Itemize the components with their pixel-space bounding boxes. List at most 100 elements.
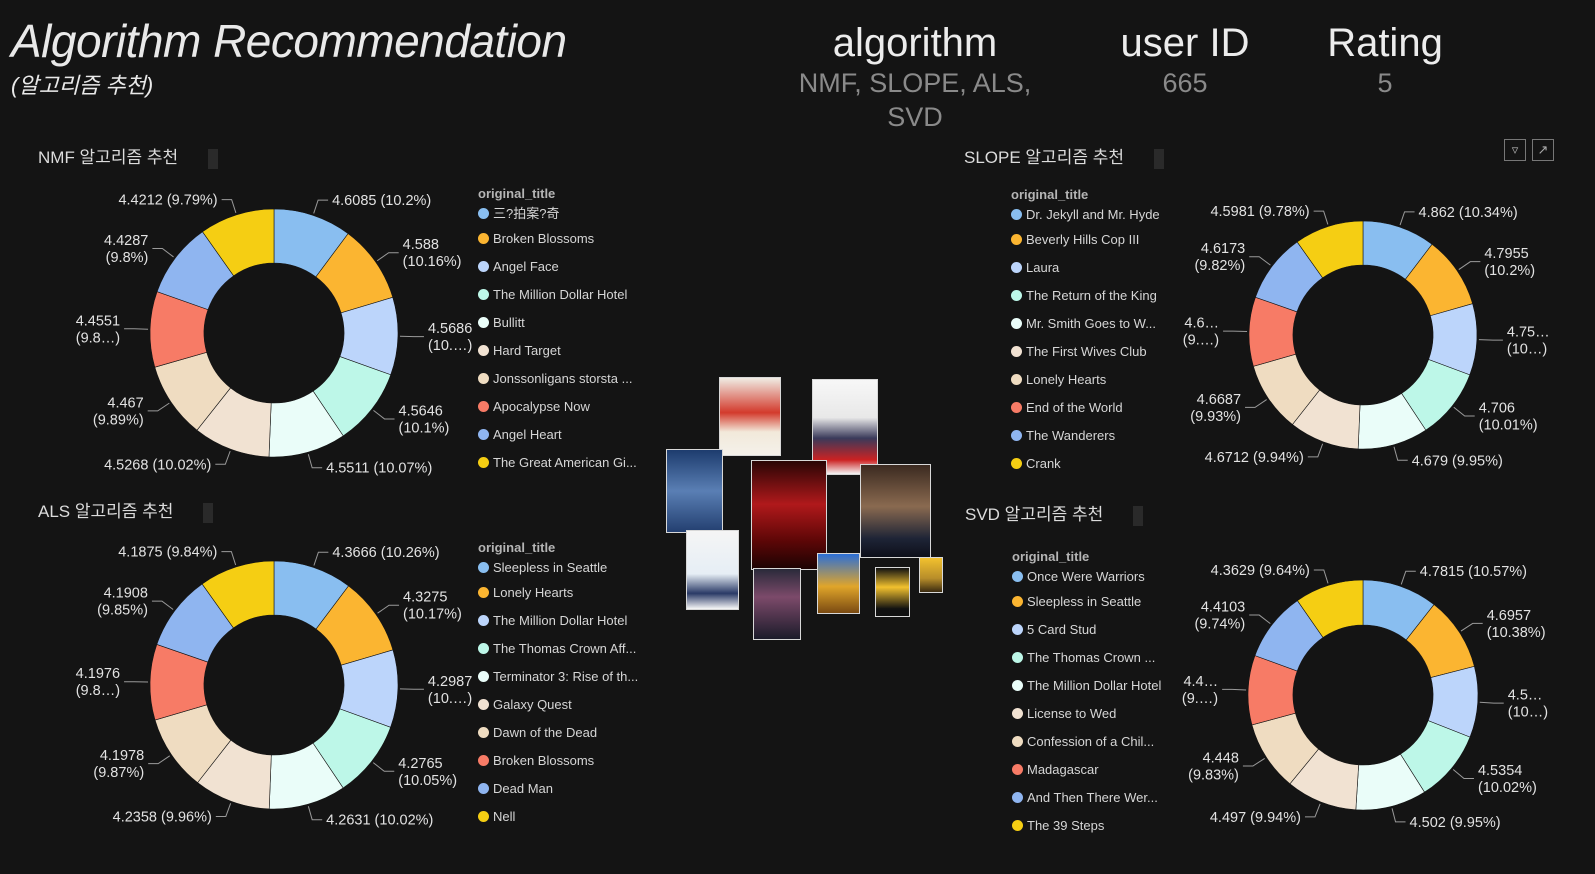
legend-item[interactable]: Sleepless in Seattle [478,557,658,579]
donut-slice[interactable] [201,560,275,629]
data-label: (9.93%) [1190,409,1241,425]
data-label: 4.6957 [1487,608,1531,624]
kpi-rating-value: 5 [1377,68,1393,98]
legend-marker [478,755,489,766]
legend-item[interactable]: And Then There Wer... [1012,784,1192,812]
data-label: 4.1875 (9.84%) [118,545,217,561]
data-label: 4.5981 (9.78%) [1210,204,1309,220]
focus-mode-icon[interactable]: ↗ [1532,139,1554,161]
donut-slice[interactable] [202,208,275,277]
legend-item[interactable]: 5 Card Stud [1012,616,1192,644]
legend-item[interactable]: Broken Blossoms [478,747,658,775]
data-label: 4.5511 (10.07%) [326,461,432,477]
legend-item[interactable]: Dr. Jekyll and Mr. Hyde [1011,204,1191,226]
legend-item[interactable]: Once Were Warriors [1012,566,1192,588]
legend-item[interactable]: Nell [478,803,658,831]
data-label: 4.7955 [1484,246,1528,262]
leader-line [313,199,329,214]
legend-item[interactable]: The First Wives Club [1011,338,1191,366]
movie-poster[interactable] [719,377,781,456]
donut-slice[interactable] [1296,220,1364,279]
legend-marker [1011,209,1022,220]
legend-item[interactable]: The Wanderers [1011,422,1191,450]
legend-item[interactable]: End of the World [1011,394,1191,422]
legend-item[interactable]: Angel Face [478,253,658,281]
legend-item[interactable]: Hard Target [478,337,658,365]
dashboard-subtitle: (알고리즘 추천) [11,73,154,98]
legend-item[interactable]: The Million Dollar Hotel [1012,672,1192,700]
legend-item[interactable]: License to Wed [1012,700,1192,728]
leader-line [1242,757,1265,767]
legend-title: original_title [1012,549,1090,564]
legend-marker [478,289,489,300]
legend-item[interactable]: The Million Dollar Hotel [478,607,658,635]
filter-icon[interactable]: ▿ [1504,139,1526,161]
legend-item[interactable]: Dawn of the Dead [478,719,658,747]
legend-marker [1012,652,1023,663]
legend-item[interactable]: The 39 Steps [1012,812,1192,840]
legend-item[interactable]: The Return of the King [1011,282,1191,310]
legend-marker [1012,792,1023,803]
data-label: (9.87%) [93,765,144,781]
legend-marker [1011,430,1022,441]
legend-marker [478,671,489,682]
movie-poster[interactable] [875,567,910,617]
legend-marker [478,727,489,738]
legend-item[interactable]: The Thomas Crown Aff... [478,635,658,663]
movie-poster[interactable] [666,449,723,533]
legend-title: original_title [478,186,556,201]
legend-marker [1012,736,1023,747]
legend-item[interactable]: Jonssonligans storsta ... [478,365,658,393]
movie-poster[interactable] [812,379,878,475]
movie-poster[interactable] [751,460,827,570]
leader-line [307,806,323,821]
leader-line [1452,769,1474,779]
data-label: 4.2765 [398,756,442,772]
slope-visual-tab[interactable] [1153,148,1164,169]
movie-poster[interactable] [860,464,931,558]
legend-item[interactable]: Sleepless in Seattle [1012,588,1192,616]
legend-marker [478,699,489,710]
nmf-visual-tab[interactable] [208,148,219,169]
legend-item[interactable]: Apocalypse Now [478,393,658,421]
slope-legend: original_title Dr. Jekyll and Mr. Hyde Bev… [1011,187,1191,478]
data-label: (10…) [1507,342,1547,358]
movie-poster[interactable] [686,530,739,610]
legend-item[interactable]: Confession of a Chil... [1012,728,1192,756]
legend-item[interactable]: Lonely Hearts [478,579,658,607]
leader-line [1391,808,1406,823]
data-label: (10…) [1508,705,1548,721]
donut-slice[interactable] [1296,579,1364,638]
legend-item[interactable]: Angel Heart [478,421,658,449]
legend-item[interactable]: Lonely Hearts [1011,366,1191,394]
legend-item[interactable]: Beverly Hills Cop III [1011,226,1191,254]
legend-item[interactable]: Laura [1011,254,1191,282]
data-label: 4.4287 [104,233,148,249]
legend-marker [478,345,489,356]
data-label: (10.16%) [403,254,462,270]
data-label: 4.467 [107,395,143,411]
legend-item[interactable]: Mr. Smith Goes to W... [1011,310,1191,338]
legend-item[interactable]: Dead Man [478,775,658,803]
legend-item[interactable]: Madagascar [1012,756,1192,784]
legend-item[interactable]: Galaxy Quest [478,691,658,719]
legend-item[interactable]: Terminator 3: Rise of th... [478,663,658,691]
legend-item[interactable]: The Thomas Crown ... [1012,644,1192,672]
data-label: 4.5… [1508,688,1543,704]
movie-poster[interactable] [919,557,943,593]
legend-item[interactable]: Bullitt [478,309,658,337]
legend-item[interactable]: Broken Blossoms [478,225,658,253]
legend-item[interactable]: The Great American Gi... [478,449,658,477]
legend-item[interactable]: 三?拍案?奇 [478,203,658,225]
legend-marker [478,587,489,598]
data-label: 4.6… [1184,316,1219,332]
legend-item[interactable]: The Million Dollar Hotel [478,281,658,309]
kpi-user-id-value: 665 [1162,68,1208,98]
svd-visual-tab[interactable] [1133,505,1144,526]
movie-poster[interactable] [817,553,860,614]
leader-line [1393,446,1408,461]
als-visual-tab[interactable] [203,502,214,523]
svd-legend: original_title Once Were Warriors Sleeples… [1012,549,1192,840]
movie-poster[interactable] [753,568,801,640]
legend-item[interactable]: Crank [1011,450,1191,478]
